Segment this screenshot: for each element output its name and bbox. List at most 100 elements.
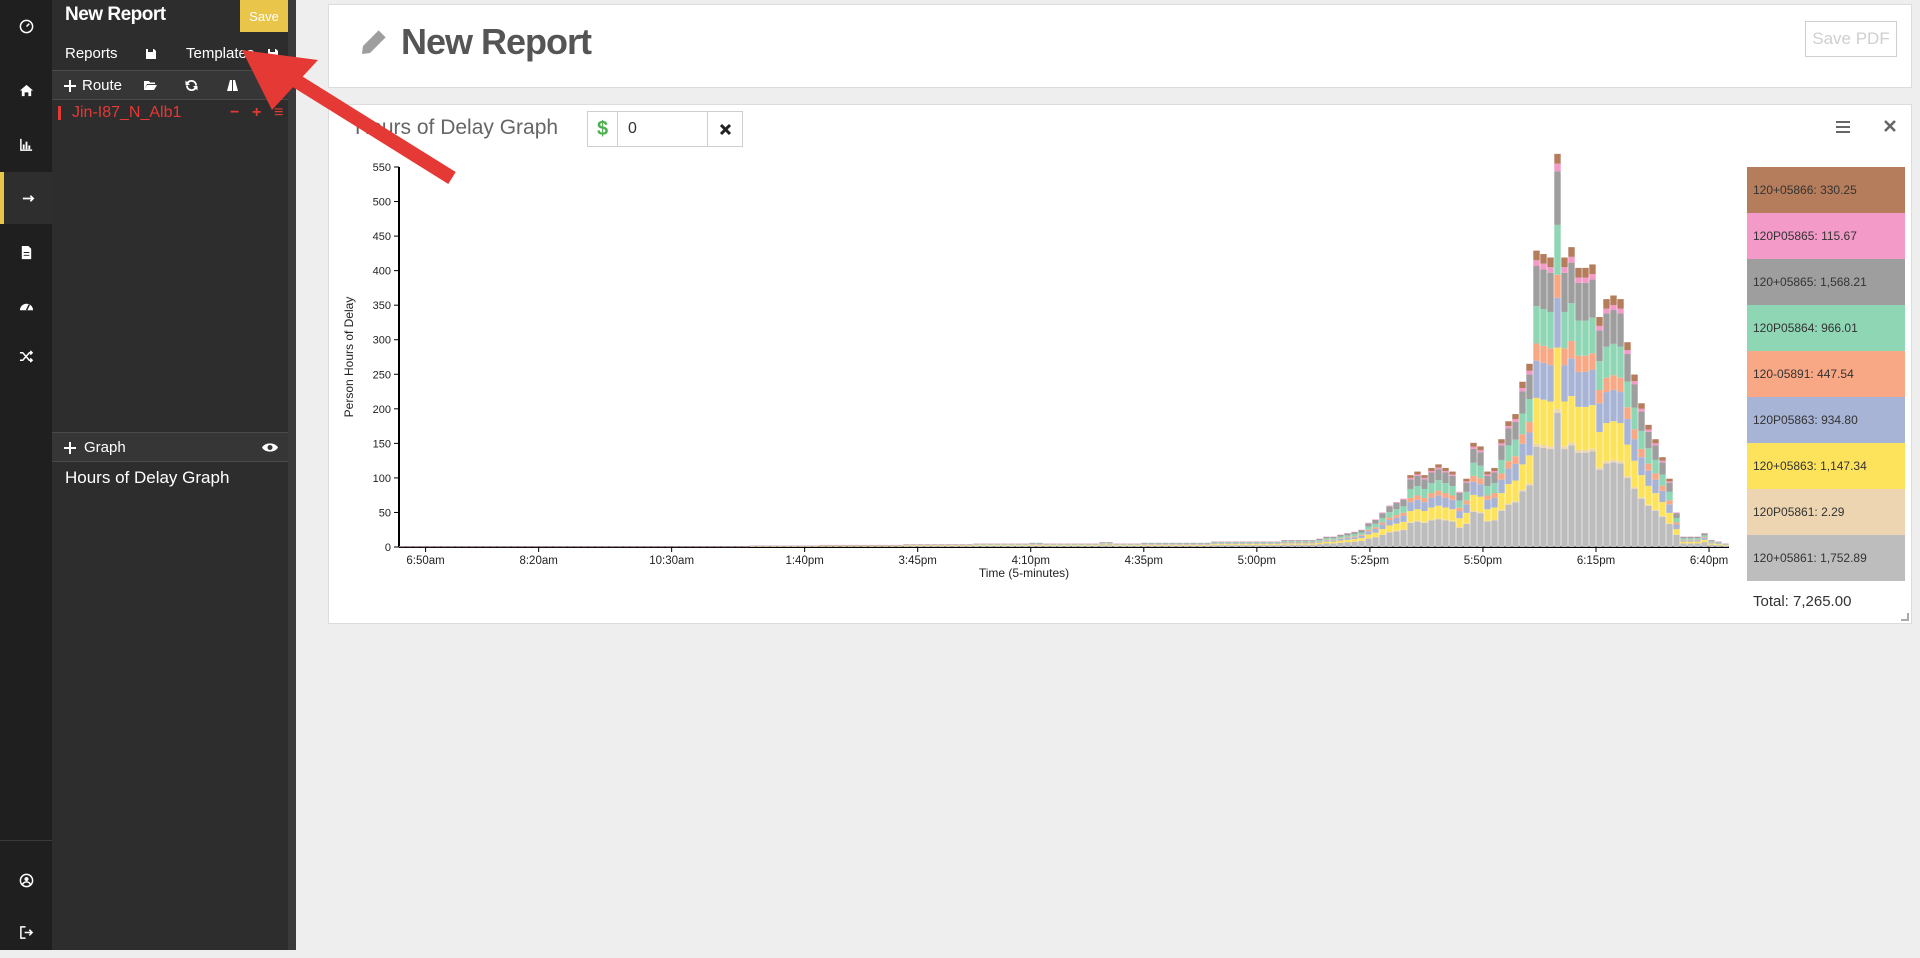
document-icon[interactable]	[0, 226, 52, 278]
bar-segment	[1694, 538, 1700, 539]
legend-item[interactable]: 120-05891: 447.54	[1747, 351, 1905, 397]
plus-icon[interactable]	[64, 79, 76, 91]
legend-item[interactable]: 120P05865: 115.67	[1747, 213, 1905, 259]
route-name[interactable]: Jin-I87_N_Alb1	[72, 104, 181, 122]
graph-list-item[interactable]: Hours of Delay Graph	[65, 468, 229, 488]
legend-item[interactable]: 120+05865: 1,568.21	[1747, 259, 1905, 305]
bar-segment	[1666, 500, 1672, 504]
add-graph-label[interactable]: Graph	[84, 439, 126, 456]
save-button[interactable]: Save	[240, 0, 288, 32]
clear-cost-button[interactable]	[708, 112, 742, 146]
bar-segment	[1449, 509, 1455, 521]
route-remove-button[interactable]: −	[230, 104, 239, 122]
bar-segment	[1141, 544, 1147, 545]
bar-segment	[1274, 544, 1280, 545]
bar-segment	[1547, 446, 1553, 449]
bar-segment	[1162, 544, 1168, 545]
sign-out-icon[interactable]	[0, 906, 52, 958]
bar-segment	[1533, 306, 1539, 343]
legend-item[interactable]: 120P05863: 934.80	[1747, 397, 1905, 443]
legend-item[interactable]: 120+05861: 1,752.89	[1747, 535, 1905, 581]
floppy-icon[interactable]	[267, 47, 279, 59]
bar-segment	[1400, 530, 1406, 547]
bar-segment	[1575, 268, 1581, 278]
bar-segment	[1386, 532, 1392, 547]
bar-segment	[1379, 518, 1385, 522]
bar-segment	[1722, 545, 1728, 546]
bar-segment	[1204, 545, 1210, 546]
bar-segment	[1575, 283, 1581, 321]
bar-segment	[1603, 378, 1609, 392]
add-route-label[interactable]: Route	[82, 77, 122, 94]
speedometer-icon[interactable]	[0, 280, 52, 332]
bar-segment	[1449, 476, 1455, 486]
bar-segment	[1498, 443, 1504, 445]
route-item[interactable]: Jin-I87_N_Alb1 − + ≡	[58, 104, 284, 126]
legend-item[interactable]: 120P05864: 966.01	[1747, 305, 1905, 351]
icon-rail	[0, 0, 52, 950]
bar-chart-icon[interactable]	[0, 118, 52, 170]
bar-segment	[1400, 513, 1406, 516]
tab-reports[interactable]: Reports	[65, 45, 118, 62]
user-circle-icon[interactable]	[0, 854, 52, 906]
bar-segment	[1337, 535, 1343, 537]
legend-item[interactable]: 120P05861: 2.29	[1747, 489, 1905, 535]
home-icon[interactable]	[0, 64, 52, 116]
bar-segment	[1505, 421, 1511, 426]
bar-segment	[1533, 361, 1539, 398]
bar-segment	[1603, 309, 1609, 314]
legend-item[interactable]: 120+05866: 330.25	[1747, 167, 1905, 213]
cost-input[interactable]	[618, 112, 708, 146]
x-tick-label: 4:35pm	[1125, 555, 1163, 567]
bar-segment	[1533, 398, 1539, 444]
bar-segment	[1575, 453, 1581, 547]
bar-segment	[1519, 464, 1525, 489]
road-icon[interactable]	[226, 79, 239, 92]
pencil-icon[interactable]	[359, 27, 389, 57]
bar-segment	[1498, 510, 1504, 511]
menu-icon[interactable]	[1835, 119, 1851, 135]
refresh-icon[interactable]	[185, 79, 198, 92]
tab-templates[interactable]: Templates	[186, 45, 254, 62]
route-add-button[interactable]: +	[252, 104, 261, 122]
x-tick-label: 6:50am	[406, 555, 444, 567]
bar-segment	[1547, 401, 1553, 446]
folder-open-icon[interactable]	[144, 79, 157, 92]
bar-segment	[1617, 313, 1623, 346]
shuffle-icon[interactable]	[0, 330, 52, 382]
resize-handle[interactable]	[1901, 613, 1909, 621]
bar-segment	[1624, 478, 1630, 547]
bar-segment	[1120, 545, 1126, 546]
bar-segment	[1407, 523, 1413, 547]
legend-item[interactable]: 120+05863: 1,147.34	[1747, 443, 1905, 489]
save-pdf-button[interactable]: Save PDF	[1805, 21, 1897, 57]
dashboard-icon[interactable]	[0, 0, 52, 52]
panel-scrollbar[interactable]	[288, 0, 296, 950]
bar-segment	[1386, 506, 1392, 507]
bar-segment	[1232, 542, 1238, 543]
floppy-icon[interactable]	[145, 47, 157, 59]
eye-icon[interactable]	[262, 441, 278, 454]
bar-segment	[1337, 539, 1343, 541]
bar-segment	[1526, 364, 1532, 371]
close-icon[interactable]	[1883, 119, 1897, 133]
route-menu-button[interactable]: ≡	[274, 104, 283, 122]
arrow-right-icon[interactable]	[0, 172, 52, 224]
bar-segment	[1470, 495, 1476, 511]
bar-segment	[1344, 538, 1350, 540]
bar-segment	[1323, 540, 1329, 541]
x-tick-label: 5:00pm	[1238, 555, 1276, 567]
bar-segment	[1561, 267, 1567, 273]
bar-segment	[1435, 519, 1441, 547]
bar-segment	[1190, 544, 1196, 545]
bar-segment	[1477, 466, 1483, 479]
bar-segment	[1715, 543, 1721, 544]
bar-segment	[1393, 518, 1399, 524]
page-title[interactable]: New Report	[401, 21, 591, 63]
bar-segment	[1260, 542, 1266, 543]
bar-segment	[1596, 403, 1602, 432]
bar-segment	[1365, 531, 1371, 534]
bar-segment	[1036, 544, 1042, 545]
plus-icon[interactable]	[64, 441, 76, 453]
bar-segment	[1631, 381, 1637, 384]
